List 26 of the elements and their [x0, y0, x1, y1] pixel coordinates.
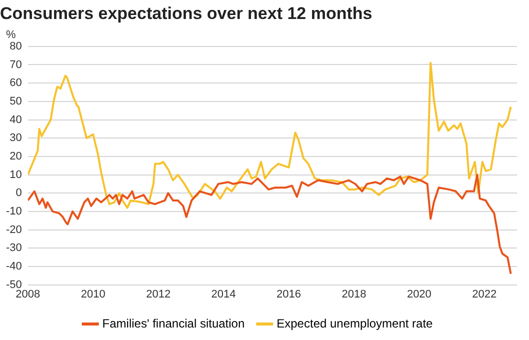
- chart-title: Consumers expectations over next 12 months: [0, 4, 372, 23]
- y-tick-label: 50: [10, 95, 22, 108]
- y-tick-label: 30: [10, 132, 22, 144]
- x-tick-label: 2008: [16, 288, 40, 300]
- y-tick-label: -30: [6, 242, 22, 254]
- legend-label: Expected unemployment rate: [276, 316, 434, 330]
- y-tick-label: 10: [10, 168, 22, 181]
- y-tick-label: 80: [10, 40, 22, 52]
- x-tick-label: 2016: [276, 288, 301, 300]
- y-tick-label: 0: [16, 187, 22, 200]
- x-tick-label: 2022: [472, 288, 497, 300]
- y-axis-title: %: [6, 28, 16, 41]
- y-tick-label: 70: [10, 58, 22, 71]
- x-tick-label: 2012: [146, 288, 171, 300]
- y-tick-label: 60: [10, 77, 22, 90]
- x-tick-label: 2020: [406, 288, 432, 300]
- y-tick-label: -40: [6, 260, 22, 272]
- x-tick-label: 2018: [342, 288, 366, 300]
- y-tick-label: -20: [6, 224, 22, 236]
- y-tick-label: 20: [10, 150, 22, 162]
- x-tick-label: 2010: [80, 288, 106, 300]
- x-tick-label: 2014: [211, 288, 236, 300]
- y-tick-label: -50: [6, 278, 22, 291]
- y-tick-label: 40: [10, 114, 22, 126]
- y-tick-label: -10: [6, 205, 22, 218]
- legend-label: Families' financial situation: [102, 316, 245, 330]
